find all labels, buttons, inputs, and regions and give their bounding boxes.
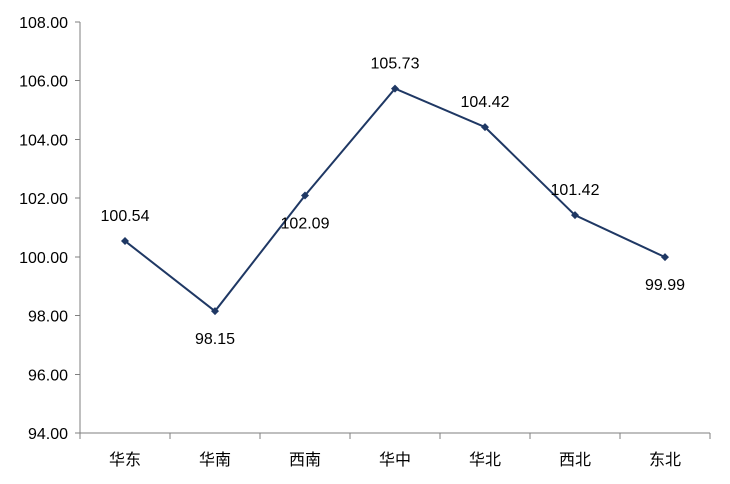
x-tick-label: 西南 bbox=[289, 451, 321, 469]
data-label: 105.73 bbox=[371, 56, 420, 73]
data-labels: 100.54 98.15 102.09 105.73 104.42 101.42 99.99 bbox=[101, 56, 686, 349]
data-label: 101.42 bbox=[551, 182, 600, 199]
x-tick-label: 西北 bbox=[559, 451, 591, 469]
x-tick-label: 东北 bbox=[649, 451, 681, 469]
y-tick-label: 94.00 bbox=[28, 426, 68, 443]
y-tick-label: 102.00 bbox=[19, 191, 68, 208]
data-point-marker bbox=[571, 211, 579, 220]
x-tick-label: 华东 bbox=[109, 451, 141, 469]
data-point-marker bbox=[661, 253, 669, 262]
data-point-marker bbox=[391, 84, 399, 93]
data-label: 100.54 bbox=[101, 208, 150, 225]
data-point-marker bbox=[121, 237, 129, 246]
y-tick-label: 108.00 bbox=[19, 15, 68, 32]
series-line bbox=[124, 87, 666, 313]
x-tick-label: 华南 bbox=[199, 451, 231, 469]
series-layer bbox=[121, 84, 669, 316]
y-tick-label: 104.00 bbox=[19, 132, 68, 149]
data-label: 99.99 bbox=[645, 277, 685, 294]
data-point-marker bbox=[211, 307, 219, 316]
y-tick-label: 96.00 bbox=[28, 367, 68, 384]
data-label: 98.15 bbox=[195, 331, 235, 348]
y-tick-label: 100.00 bbox=[19, 250, 68, 267]
data-point-marker bbox=[301, 191, 309, 200]
y-tick-label: 98.00 bbox=[28, 309, 68, 326]
data-label: 102.09 bbox=[281, 216, 330, 233]
data-label: 104.42 bbox=[461, 94, 510, 111]
axes: 94.00 96.00 98.00 100.00 102.00 104.00 106.00 1… bbox=[19, 15, 711, 469]
data-point-marker bbox=[481, 123, 489, 132]
x-tick-label: 华中 bbox=[379, 451, 411, 469]
y-tick-label: 106.00 bbox=[19, 74, 68, 91]
x-tick-label: 华北 bbox=[469, 451, 501, 469]
